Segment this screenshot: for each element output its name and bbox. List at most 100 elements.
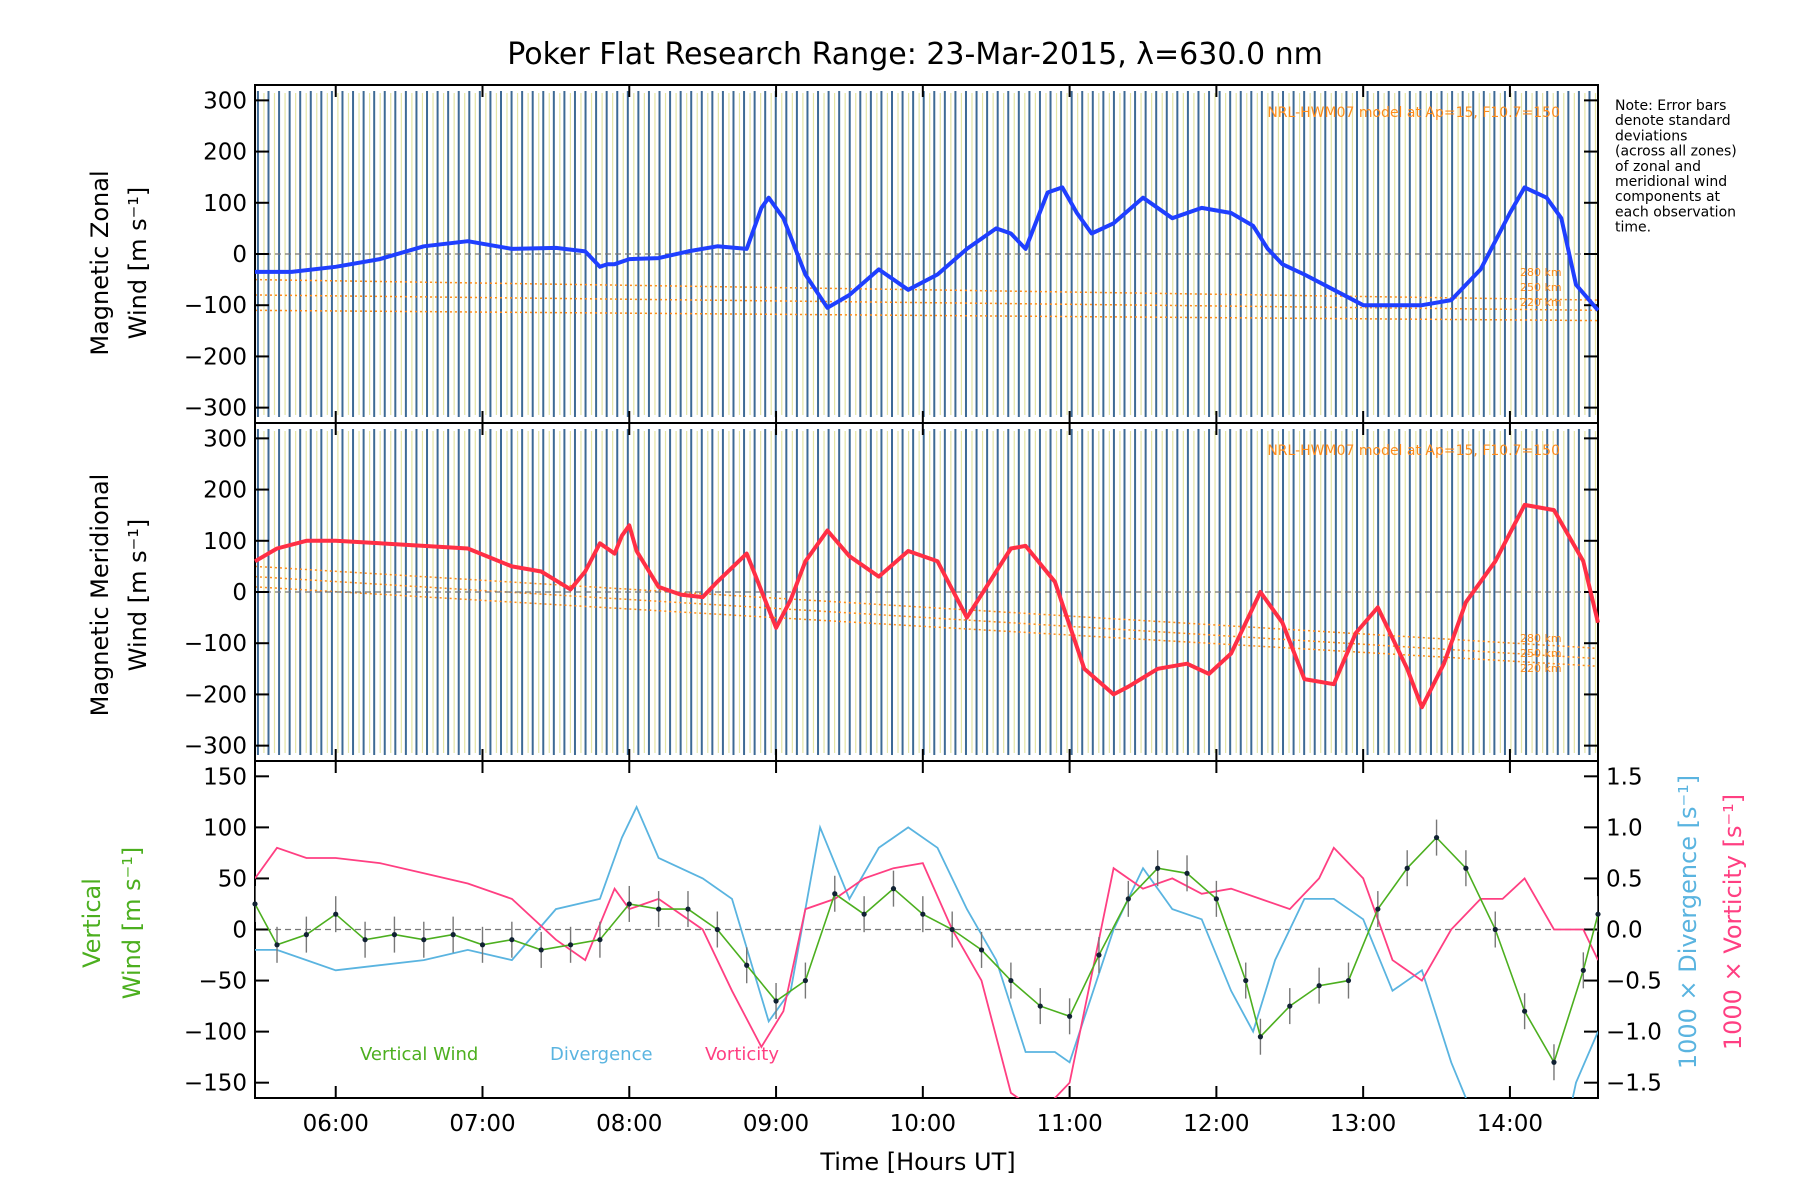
vertical-wind-point <box>450 932 456 938</box>
meridional-ylabel-line2: Wind [m s⁻¹] <box>124 519 152 671</box>
y2-tick-label: −0.5 <box>1606 969 1662 995</box>
model-line <box>254 565 1599 650</box>
vertical-wind-point <box>1287 1003 1293 1009</box>
vertical-wind-point <box>421 937 427 943</box>
vertical-wind-point <box>538 947 544 953</box>
model-altitude-label: 280 km <box>1520 266 1562 279</box>
vertical-wind-line <box>255 836 1598 1065</box>
y2-tick-label: −1.0 <box>1606 1020 1662 1046</box>
meridional-wind-line <box>253 502 1600 710</box>
y-tick-label: −50 <box>198 969 247 995</box>
vertical-wind-point <box>832 891 838 897</box>
vertical-wind-point <box>1463 865 1469 871</box>
vertical-wind-point <box>479 942 486 948</box>
y-tick-label: −300 <box>184 396 247 422</box>
y-tick-label: −150 <box>184 1071 247 1097</box>
x-tick-label: 06:00 <box>303 1111 369 1137</box>
y-tick-label: 300 <box>203 426 247 452</box>
vertical-wind-point <box>890 886 897 892</box>
zonal-wind-panel: NRL-HWM07 model at Ap=15, F10.7=150 280 k… <box>184 84 1600 424</box>
vertical-wind-point <box>362 937 368 943</box>
note-line: time. <box>1615 220 1651 236</box>
x-tick-label: 14:00 <box>1477 1111 1543 1137</box>
model-lines <box>254 278 1599 322</box>
meridional-wind-panel: NRL-HWM07 model at Ap=15, F10.7=150 280 k… <box>184 422 1600 762</box>
model-label: NRL-HWM07 model at Ap=15, F10.7=150 <box>1267 105 1560 121</box>
vertical-wind-point <box>1125 896 1131 902</box>
model-line <box>254 575 1599 660</box>
legend-vertical-wind: Vertical Wind <box>360 1044 478 1065</box>
vertical-wind-point <box>1096 952 1102 958</box>
y-tick-label: 150 <box>203 764 247 790</box>
vertical-wind-point <box>1404 865 1410 871</box>
vertical-wind-panel: 150 100 50 0 −50 −100 −150 1.5 1.0 0.5 0.0 −0.5 −1.0… <box>184 760 1662 1137</box>
model-altitude-label: 220 km <box>1520 296 1562 309</box>
vertical-wind-point <box>861 911 867 917</box>
y-tick-label: 0 <box>232 918 247 944</box>
vertical-wind-point <box>773 998 779 1004</box>
legend-vorticity: Vorticity <box>705 1044 779 1065</box>
y-tick-label: 100 <box>203 815 247 841</box>
y-tick-label: 100 <box>203 191 247 217</box>
zonal-wind-line <box>255 185 1600 312</box>
vertical-wind-point <box>920 911 926 917</box>
y-tick-label: 50 <box>218 866 247 892</box>
y-tick-label: 200 <box>203 478 247 504</box>
x-tick-label: 11:00 <box>1036 1111 1102 1137</box>
model-line <box>254 309 1599 322</box>
note-line: components at <box>1615 189 1721 205</box>
y-tick-label: 0 <box>232 242 247 268</box>
vertical-wind-point <box>1037 1003 1043 1009</box>
vertical-wind-point <box>391 932 398 938</box>
error-bars <box>256 429 1597 755</box>
vertical-wind-point <box>1375 906 1381 912</box>
vertical-wind-point <box>744 962 750 968</box>
x-tick-label: 12:00 <box>1183 1111 1249 1137</box>
y2-tick-label: −1.5 <box>1606 1071 1662 1097</box>
vertical-wind-point <box>274 942 280 948</box>
x-tick-label: 09:00 <box>743 1111 809 1137</box>
y-tick-label: −100 <box>184 1020 247 1046</box>
vertical-wind-point <box>1492 926 1498 933</box>
vertical-wind-point <box>978 947 985 953</box>
vertical-wind-point <box>252 901 258 907</box>
model-line <box>254 586 1599 668</box>
y-tick-label: 100 <box>203 529 247 555</box>
vertical-wind-point <box>1522 1008 1528 1014</box>
y-tick-label: −300 <box>184 734 247 760</box>
note-line: meridional wind <box>1615 174 1727 190</box>
y-tick-label: −200 <box>184 682 247 708</box>
x-tick-label: 10:00 <box>890 1111 956 1137</box>
note-line: denote standard <box>1615 113 1731 129</box>
meridional-ylabel-line1: Magnetic Meridional <box>86 474 114 717</box>
note-line: (across all zones) <box>1615 144 1737 160</box>
vertical-wind-point <box>1595 911 1601 917</box>
y-tick-label: 0 <box>232 580 247 606</box>
model-line <box>254 294 1599 312</box>
x-tick-label: 08:00 <box>596 1111 662 1137</box>
vertical-wind-point <box>333 911 339 917</box>
vertical-ylabel-line2: Wind [m s⁻¹] <box>118 847 146 999</box>
vertical-wind-point <box>1316 983 1322 989</box>
divergence-y2-label: 1000 × Divergence [s⁻¹] <box>1674 775 1702 1069</box>
vertical-wind-point <box>509 937 515 943</box>
vertical-wind-point <box>802 977 809 984</box>
vertical-wind-point <box>1243 977 1249 984</box>
zonal-ylabel-line1: Magnetic Zonal <box>86 170 114 355</box>
model-label: NRL-HWM07 model at Ap=15, F10.7=150 <box>1267 443 1560 459</box>
model-altitude-label: 220 km <box>1520 662 1562 675</box>
x-axis-label: Time [Hours UT] <box>819 1148 1015 1176</box>
vertical-wind-point <box>1155 865 1161 871</box>
y-tick-label: 200 <box>203 140 247 166</box>
vertical-wind-point <box>1580 967 1586 973</box>
y2-tick-label: 1.5 <box>1606 764 1643 790</box>
vertical-wind-point <box>685 906 691 912</box>
note-line: of zonal and <box>1615 159 1701 175</box>
x-tick-label: 13:00 <box>1330 1111 1396 1137</box>
vertical-ylabel-line1: Vertical <box>78 878 106 968</box>
y2-tick-label: 0.5 <box>1606 866 1643 892</box>
vertical-wind-point <box>714 926 720 933</box>
legend-divergence: Divergence <box>550 1044 653 1065</box>
